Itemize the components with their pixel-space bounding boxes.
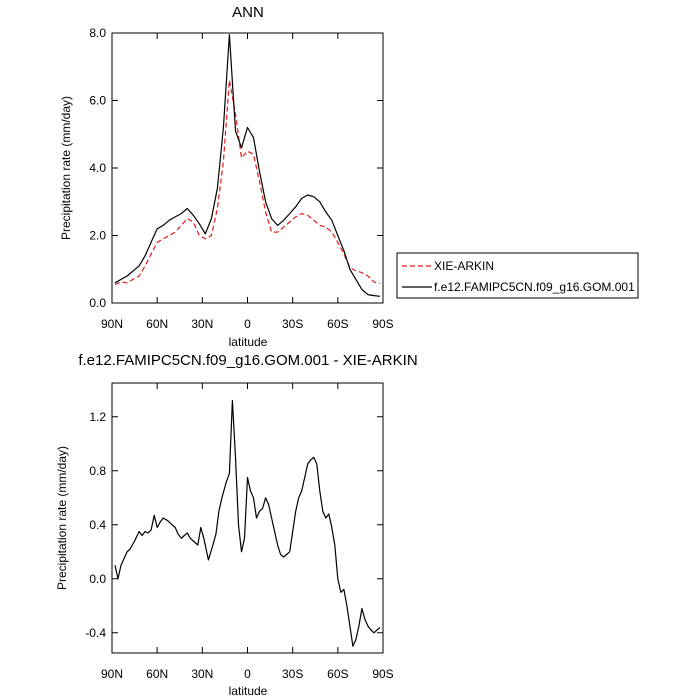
bottom-ytick-label: 0.8 (89, 464, 106, 478)
bottom-ytick-label: -0.4 (85, 626, 106, 640)
bottom-series-line-0 (114, 399, 381, 647)
top-chart-legend: XIE-ARKIN f.e12.FAMIPC5CN.f09_g16.GOM.00… (396, 252, 639, 299)
top-chart-series (114, 34, 381, 297)
top-xtick-label: 90N (101, 317, 123, 331)
bottom-chart-xlabel: latitude (229, 684, 268, 698)
legend-label-model: f.e12.FAMIPC5CN.f09_g16.GOM.001 (434, 280, 635, 294)
top-chart: ANN 0.02.04.06.08.0 90N 60N 30N 0 30S 60S 90S … (59, 4, 639, 349)
top-chart-xticks: 90N 60N 30N 0 30S 60S 90S (101, 33, 394, 331)
top-series-line-0 (114, 79, 381, 285)
bottom-xtick-label: 60N (146, 667, 168, 681)
bottom-xtick-label: 30N (191, 667, 213, 681)
top-ytick-label: 2.0 (89, 229, 106, 243)
legend-frame (396, 252, 639, 299)
top-ytick-label: 4.0 (89, 161, 106, 175)
top-chart-yticks: 0.0 2.0 4.0 6.0 8.0 (89, 26, 383, 310)
top-xtick-label: 90S (372, 317, 393, 331)
bottom-chart-plot-frame (111, 382, 384, 654)
top-ytick-label: 0.0 (89, 296, 106, 310)
bottom-xtick-label: 90N (101, 667, 123, 681)
top-chart-ylabel: Precipitation rate (mm/day) (59, 96, 73, 240)
bottom-chart-series (114, 399, 381, 647)
top-xtick-label: 0 (244, 317, 251, 331)
top-chart-title: ANN (232, 4, 264, 21)
top-ytick-label: 6.0 (89, 94, 106, 108)
top-chart-plot-frame (111, 32, 384, 304)
bottom-chart-ylabel: Precipitation rate (mm/day) (55, 446, 69, 590)
bottom-chart-xticks: 90N 60N 30N 0 30S 60S 90S (101, 383, 394, 681)
top-xtick-label: 60N (146, 317, 168, 331)
bottom-chart: f.e12.FAMIPC5CN.f09_g16.GOM.001 - XIE-AR… (55, 352, 418, 698)
bottom-xtick-label: 60S (327, 667, 348, 681)
bottom-chart-yticks: -0.4 0.0 0.4 0.8 1.2 (85, 410, 383, 640)
top-xtick-label: 30N (191, 317, 213, 331)
bottom-xtick-label: 0 (244, 667, 251, 681)
bottom-ytick-label: 1.2 (89, 410, 106, 424)
top-ytick-label: 8.0 (89, 26, 106, 40)
bottom-xtick-label: 30S (282, 667, 303, 681)
bottom-xtick-label: 90S (372, 667, 393, 681)
bottom-ytick-label: 0.4 (89, 518, 106, 532)
top-series-line-1 (114, 34, 381, 297)
top-chart-xlabel: latitude (229, 335, 268, 349)
bottom-chart-title: f.e12.FAMIPC5CN.f09_g16.GOM.001 - XIE-AR… (78, 352, 417, 369)
top-xtick-label: 60S (327, 317, 348, 331)
top-xtick-label: 30S (282, 317, 303, 331)
bottom-ytick-label: 0.0 (89, 572, 106, 586)
legend-label-xie-arkin: XIE-ARKIN (434, 259, 494, 273)
